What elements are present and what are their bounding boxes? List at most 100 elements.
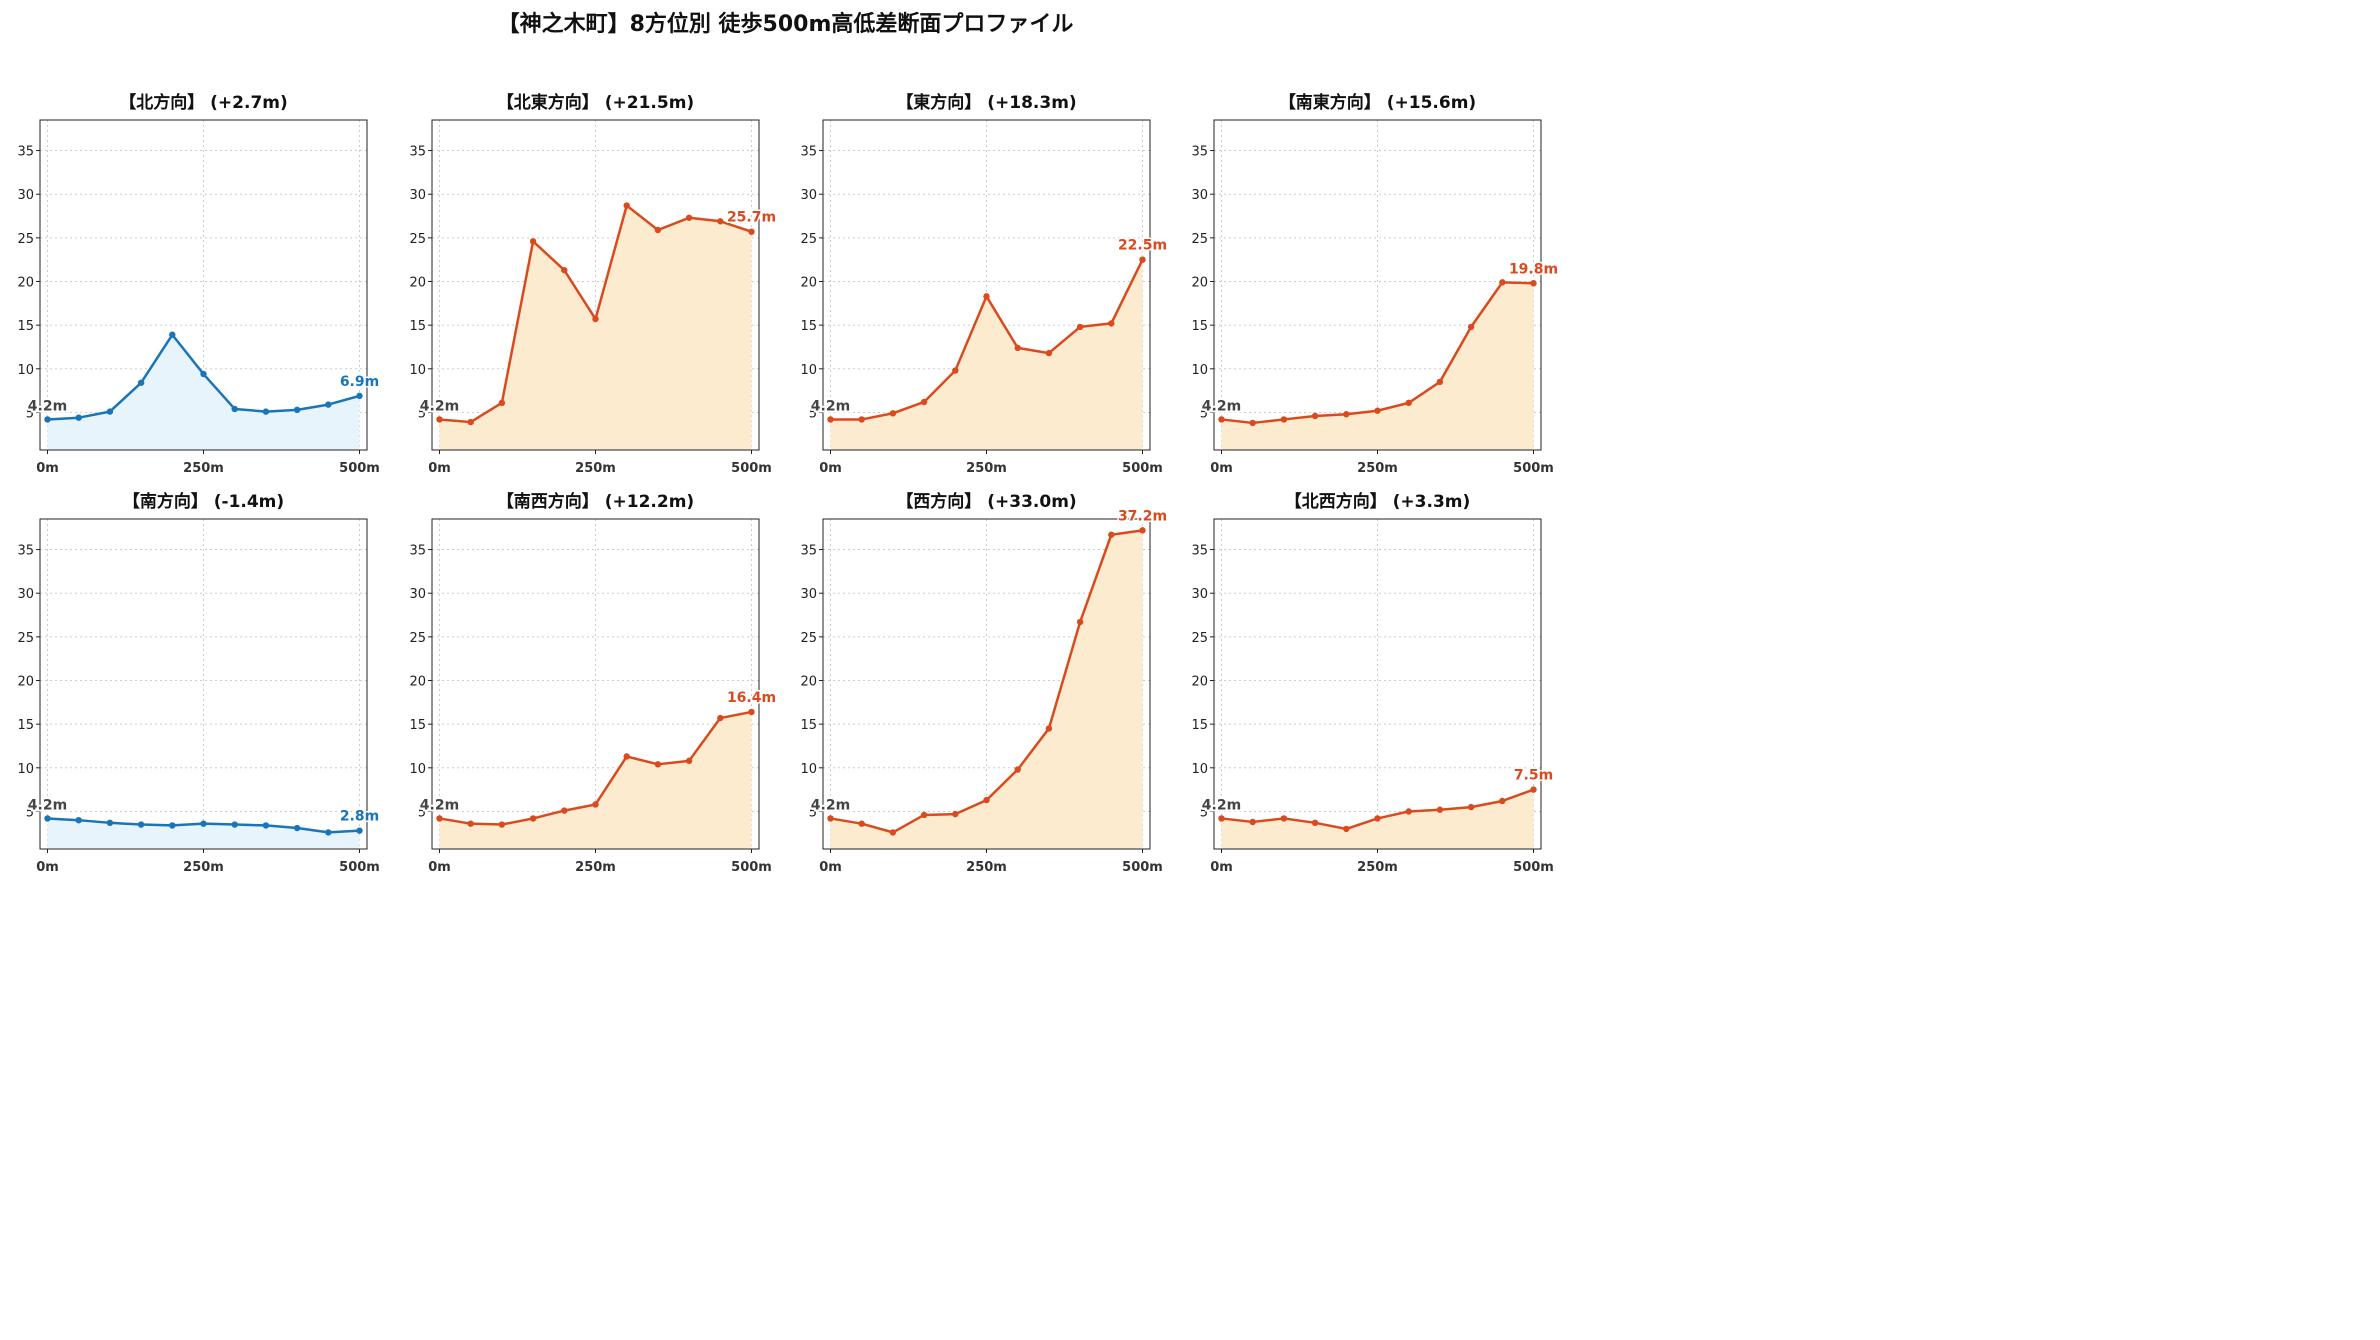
y-tick-label: 20 (409, 675, 426, 690)
data-point (75, 816, 82, 824)
data-point (356, 827, 363, 834)
x-tick-label: 0m (36, 461, 59, 476)
y-tick-label: 25 (800, 232, 817, 247)
y-tick-label: 10 (17, 762, 34, 777)
data-point (592, 801, 599, 808)
x-tick-label: 250m (966, 860, 1007, 875)
y-tick-label: 20 (1191, 675, 1208, 690)
data-point (1436, 378, 1444, 386)
subplot-title: 【南東方向】 (+15.6m) (1279, 92, 1476, 113)
data-point (231, 405, 238, 413)
data-point (169, 331, 176, 338)
subplot-title: 【北西方向】 (+3.3m) (1285, 491, 1471, 512)
y-tick-label: 15 (409, 319, 426, 334)
subplot-title: 【南方向】 (-1.4m) (123, 491, 284, 512)
data-point (1343, 411, 1350, 418)
y-tick-label: 35 (1191, 145, 1208, 160)
y-tick-label: 35 (17, 544, 34, 559)
data-point (293, 406, 301, 414)
area-fill (830, 530, 1143, 849)
y-tick-label: 15 (409, 718, 426, 733)
y-tick-label: 25 (17, 232, 34, 247)
subplot-title: 【南西方向】 (+12.2m) (497, 491, 694, 512)
y-tick-label: 10 (800, 363, 817, 378)
data-point (200, 370, 207, 378)
x-tick-label: 250m (575, 461, 616, 476)
x-tick-label: 500m (731, 860, 772, 875)
data-point (106, 408, 114, 415)
end-elevation-label: 2.8m (340, 809, 379, 825)
y-tick-label: 5 (26, 406, 34, 421)
data-point (952, 810, 959, 818)
data-point (748, 708, 755, 716)
y-tick-label: 5 (1200, 805, 1208, 820)
data-point (137, 379, 145, 386)
data-point (1014, 344, 1021, 352)
data-point (1530, 280, 1537, 287)
y-tick-label: 35 (17, 145, 34, 160)
end-elevation-label: 16.4m (727, 690, 776, 706)
data-point (1343, 825, 1350, 833)
y-tick-label: 10 (409, 363, 426, 378)
y-tick-label: 20 (17, 276, 34, 291)
subplot-title: 【西方向】 (+33.0m) (896, 491, 1076, 512)
x-tick-label: 0m (1210, 461, 1233, 476)
y-tick-label: 15 (17, 319, 34, 334)
data-point (1045, 725, 1053, 732)
end-elevation-label: 22.5m (1118, 238, 1167, 254)
area-fill (439, 711, 752, 849)
end-elevation-label: 7.5m (1514, 768, 1553, 784)
subplot-title: 【東方向】 (+18.3m) (896, 92, 1076, 113)
data-point (200, 820, 207, 827)
y-tick-label: 25 (1191, 631, 1208, 646)
data-point (44, 815, 51, 822)
data-point (1076, 618, 1084, 626)
area-fill (47, 818, 360, 849)
data-point (1467, 803, 1475, 811)
subplot-title: 【北東方向】 (+21.5m) (497, 92, 694, 113)
data-point (1405, 808, 1412, 815)
data-point (1139, 527, 1146, 534)
y-tick-label: 35 (800, 145, 817, 160)
x-tick-label: 500m (339, 461, 380, 476)
end-elevation-label: 25.7m (727, 210, 776, 226)
y-tick-label: 30 (17, 188, 34, 203)
x-tick-label: 0m (819, 461, 842, 476)
y-tick-label: 35 (800, 544, 817, 559)
data-point (983, 293, 990, 300)
subplot-2: 【東方向】 (+18.3m) 5 10 15 20 25 30 35 0m 250m 500m 4.2… (800, 92, 1168, 476)
y-tick-label: 20 (17, 675, 34, 690)
y-tick-label: 15 (1191, 718, 1208, 733)
subplot-title: 【北方向】 (+2.7m) (119, 92, 288, 113)
subplot-5: 【南西方向】 (+12.2m) 5 10 15 20 25 30 35 0m 250m 500m 4.… (409, 491, 777, 875)
subplot-3: 【南東方向】 (+15.6m) 5 10 15 20 25 30 35 0m 250m 500m 4.… (1191, 92, 1559, 476)
subplot-4: 【南方向】 (-1.4m) 5 10 15 20 25 30 35 0m 250m 500m 4.2m… (17, 491, 380, 875)
data-point (467, 418, 474, 426)
start-elevation-label: 4.2m (28, 398, 67, 414)
x-tick-label: 500m (1513, 860, 1554, 875)
data-point (920, 811, 928, 819)
subplot-1: 【北東方向】 (+21.5m) 5 10 15 20 25 30 35 0m 250m 500m 4.… (409, 92, 777, 476)
data-point (1218, 416, 1225, 423)
data-point (685, 214, 693, 221)
area-fill (47, 334, 360, 450)
data-point (436, 815, 443, 822)
start-elevation-label: 4.2m (28, 797, 67, 813)
data-point (529, 815, 537, 822)
y-tick-label: 10 (800, 762, 817, 777)
start-elevation-label: 4.2m (811, 398, 850, 414)
data-point (889, 410, 897, 417)
y-tick-label: 30 (1191, 587, 1208, 602)
data-point (623, 202, 630, 209)
y-tick-label: 25 (1191, 232, 1208, 247)
data-point (498, 399, 506, 407)
x-tick-label: 250m (1357, 860, 1398, 875)
x-tick-label: 500m (339, 860, 380, 875)
data-point (1530, 786, 1537, 793)
data-point (748, 228, 755, 235)
data-point (1374, 407, 1381, 414)
data-point (75, 414, 82, 421)
y-tick-label: 30 (800, 587, 817, 602)
data-point (44, 416, 51, 423)
subplot-7: 【北西方向】 (+3.3m) 5 10 15 20 25 30 35 0m 250m 500m 4.2… (1191, 491, 1554, 875)
